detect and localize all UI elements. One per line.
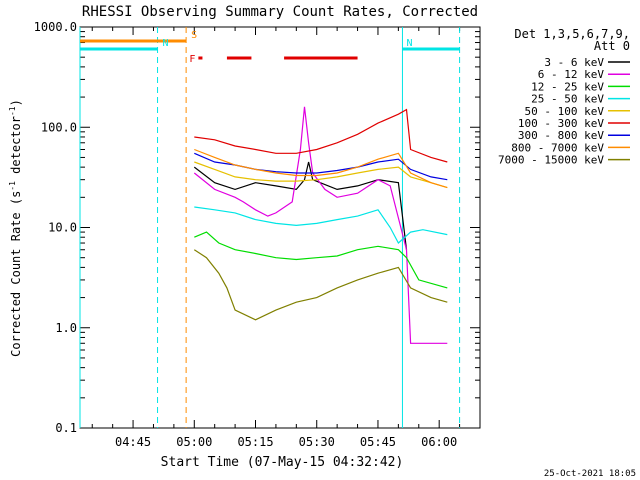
flag-label: N [406,38,412,49]
series-line [193,161,408,250]
y-axis-label-exp1: -1 [8,181,17,191]
y-tick-label: 1000.0 [34,20,77,34]
y-tick-label: 100.0 [41,120,77,134]
series-line [194,206,448,244]
x-tick-label: 05:30 [299,435,335,449]
series-line [193,106,448,344]
legend-label: 3 - 6 keV [544,56,604,69]
y-tick-label: 10.0 [48,221,77,235]
plot-area: 0.1 1.0 10.0 100.0 1000.0 04:45 05:00 05:15 05:3… [34,20,481,449]
x-axis-label: Start Time (07-May-15 04:32:42) [161,455,404,470]
series-line [194,108,448,163]
series-line [193,249,448,321]
legend-label: 800 - 7000 keV [511,141,604,154]
x-tick-label: 04:45 [115,435,151,449]
series-line [194,161,448,189]
x-tick-label: 05:00 [176,435,212,449]
legend-label: 100 - 300 keV [518,117,604,130]
legend-label: 300 - 800 keV [518,129,604,142]
timestamp: 25-Oct-2021 18:05 [544,469,636,479]
series-line [194,231,448,289]
x-tick-label: 05:15 [237,435,273,449]
flag-label: F [189,54,195,65]
y-tick-label: 0.1 [55,421,77,435]
legend-header-line1: Det 1,3,5,6,7,9, [514,27,630,41]
legend-label: 50 - 100 keV [525,105,605,118]
y-axis-label: Corrected Count Rate (s-1 detector-1) [8,99,23,357]
flag-label: N [163,38,169,49]
chart-title: RHESSI Observing Summary Count Rates, Co… [82,4,478,20]
y-axis-label-exp2: -1 [8,106,17,116]
legend-label: 12 - 25 keV [531,80,604,93]
y-axis-label-mid: detector [9,116,23,181]
plot-frame [79,26,481,429]
svg-text:Corrected Count Rate (s-1 dete: Corrected Count Rate (s-1 detector-1) [8,99,23,357]
y-axis-label-main: Corrected Count Rate (s [9,191,23,357]
flag-label: S [191,30,197,41]
legend-label: 25 - 50 keV [531,93,604,106]
legend-header-line2: Att 0 [594,39,630,53]
legend-label: 6 - 12 keV [538,68,605,81]
x-tick-label: 05:45 [360,435,396,449]
legend-label: 7000 - 15000 keV [498,154,604,167]
x-tick-label: 06:00 [421,435,457,449]
series-line [194,148,448,189]
y-axis-label-end: ) [9,99,23,106]
y-tick-label: 1.0 [55,321,77,335]
